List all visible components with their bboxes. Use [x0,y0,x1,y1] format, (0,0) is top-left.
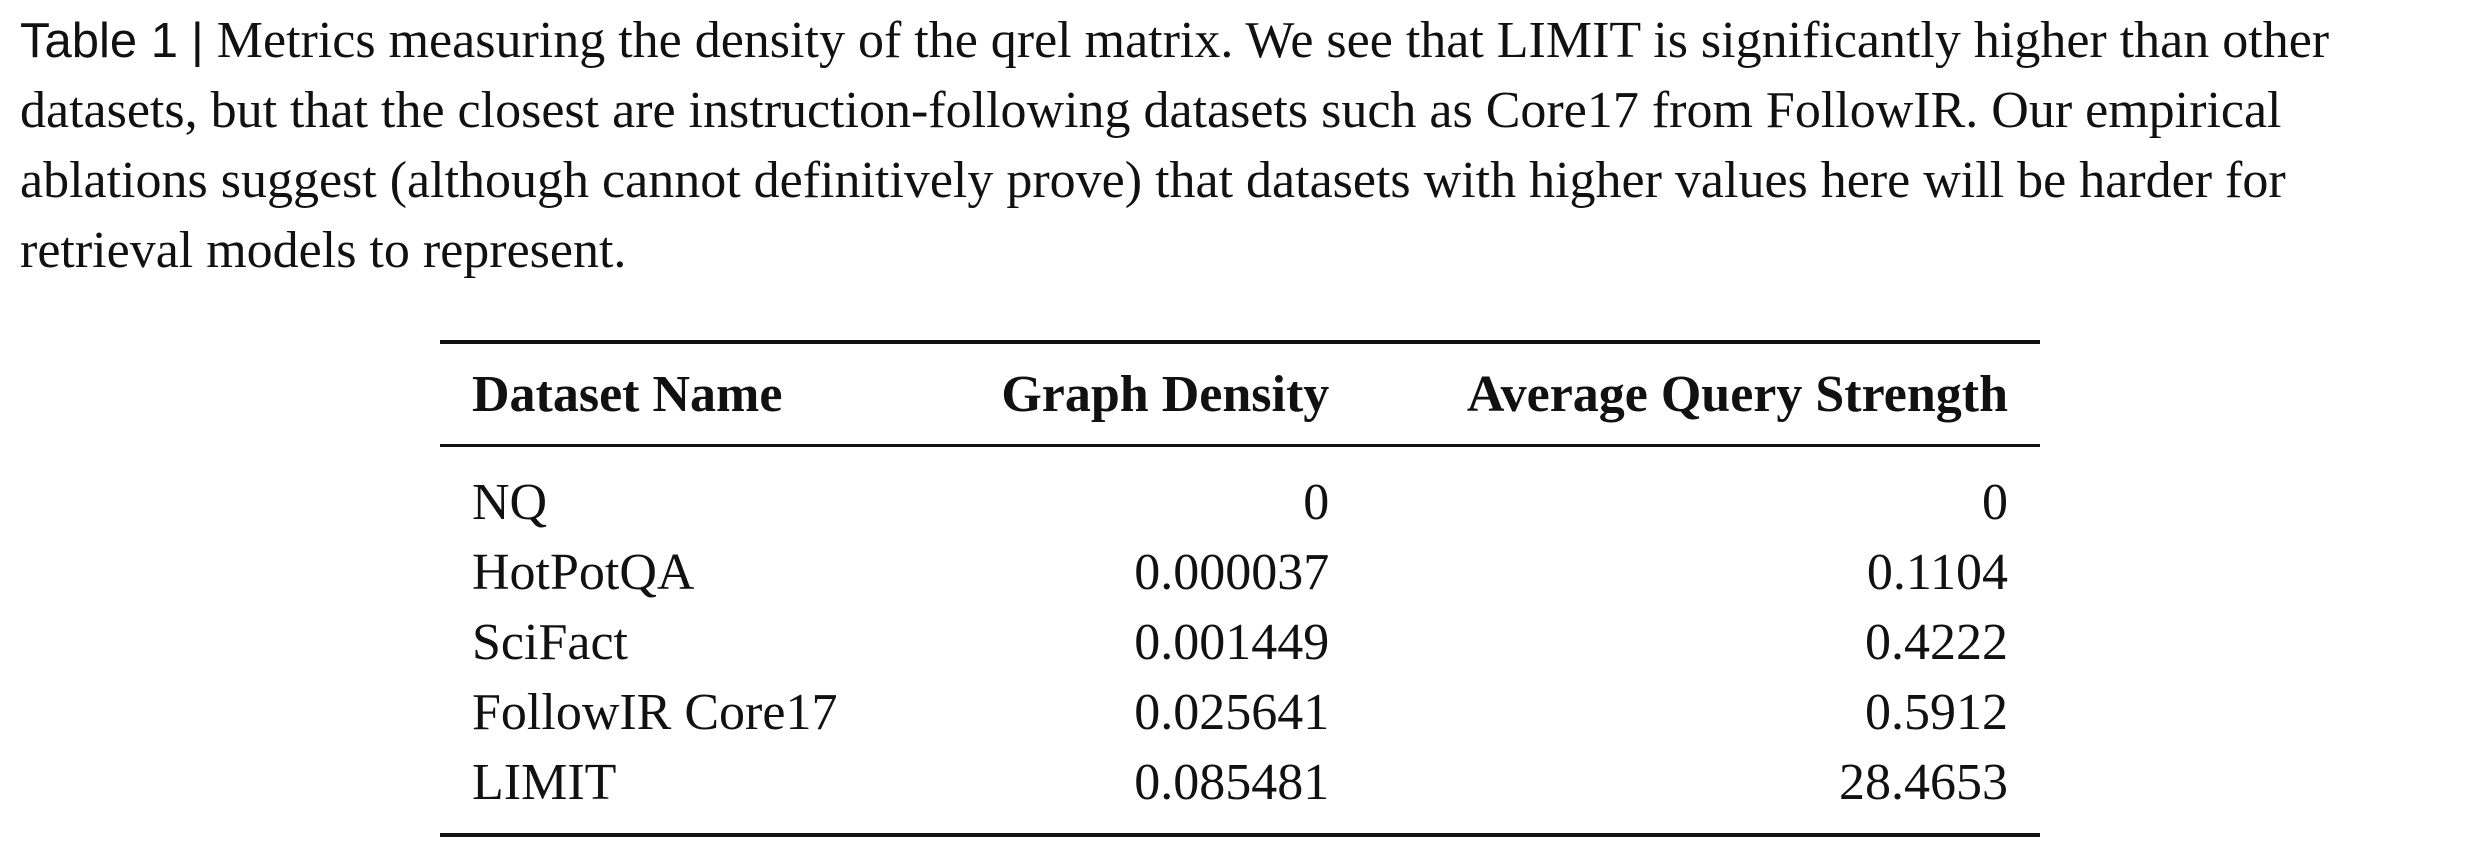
cell-graph-density: 0.000037 [1134,543,1330,601]
cell-dataset-name: SciFact [472,613,628,671]
header-average-query-strength: Average Query Strength [1466,365,2008,423]
cell-average-query-strength: 0.4222 [1865,613,2008,671]
table-row: HotPotQA 0.000037 0.1104 [440,537,2040,607]
cell-graph-density: 0.025641 [1134,683,1330,741]
header-graph-density: Graph Density [1001,365,1330,423]
cell-graph-density: 0.085481 [1134,753,1330,811]
cell-dataset-name: LIMIT [472,753,617,811]
table-row: LIMIT 0.085481 28.4653 [440,747,2040,835]
table-row: FollowIR Core17 0.025641 0.5912 [440,677,2040,747]
cell-dataset-name: FollowIR Core17 [472,683,838,741]
table-row: NQ 0 0 [440,446,2040,538]
cell-average-query-strength: 0.1104 [1866,543,2008,601]
cell-dataset-name: HotPotQA [472,543,695,601]
caption-separator: | [191,14,204,68]
cell-graph-density: 0.001449 [1134,613,1330,671]
cell-average-query-strength: 28.4653 [1839,753,2008,811]
cell-average-query-strength: 0.5912 [1865,683,2008,741]
cell-average-query-strength: 0 [1982,473,2008,531]
header-row: Dataset Name Graph Density Average Query… [440,342,2040,446]
metrics-table: Dataset Name Graph Density Average Query… [440,340,2040,837]
header-dataset-name: Dataset Name [472,365,783,423]
table-caption: Table 1 | Metrics measuring the density … [20,6,2460,286]
caption-label: Table 1 [20,14,179,68]
cell-graph-density: 0 [1303,473,1330,531]
caption-text: Metrics measuring the density of the qre… [20,12,2330,279]
table-row: SciFact 0.001449 0.4222 [440,607,2040,677]
metrics-table-container: Dataset Name Graph Density Average Query… [440,340,2040,837]
cell-dataset-name: NQ [472,473,548,531]
